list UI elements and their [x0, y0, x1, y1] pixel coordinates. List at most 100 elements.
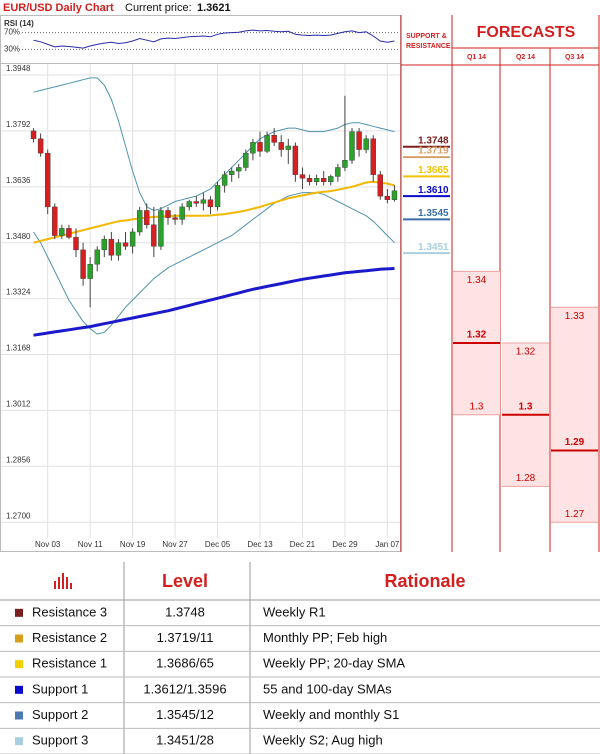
overlay-line [33, 192, 395, 335]
level-label: 1.3665 [418, 165, 449, 176]
chart-title: EUR/USD Daily Chart [3, 2, 114, 14]
x-tick-label: Nov 27 [162, 540, 188, 549]
y-tick-label: 1.3324 [6, 288, 31, 297]
row-label: Support 3 [32, 733, 88, 748]
candle-body [186, 201, 192, 208]
candle-body [292, 145, 299, 175]
forecast-label: 1.32 [467, 330, 487, 341]
candle-body [80, 249, 86, 279]
candle-body [59, 228, 65, 236]
row-rationale: 55 and 100-day SMAs [263, 681, 392, 696]
level-label: 1.3545 [418, 208, 449, 219]
quarter-label: Q1 14 [467, 54, 486, 61]
candle-body [129, 231, 136, 247]
candle-body [30, 130, 37, 140]
y-tick-label: 70% [4, 28, 20, 37]
candle-body [391, 190, 398, 200]
candle-body [214, 185, 221, 208]
table-header: Rationale [384, 571, 465, 591]
candle-body [306, 178, 313, 183]
overlay-line [33, 267, 395, 337]
candle-body [370, 138, 376, 175]
row-rationale: Weekly and monthly S1 [263, 707, 399, 722]
candle-body [228, 170, 235, 175]
rsi-title: RSI (14) [4, 19, 34, 28]
row-label: Support 2 [32, 707, 88, 722]
level-label: 1.3451 [418, 242, 449, 253]
levels-title: SUPPORT & RESISTANCE [406, 33, 451, 50]
price-value: 1.3621 [197, 2, 231, 14]
row-level: 1.3719/11 [157, 630, 214, 645]
y-tick-label: 1.3168 [6, 344, 31, 353]
forecast-label: 1.33 [565, 311, 585, 322]
candle-body [356, 131, 362, 150]
candle-body [328, 176, 334, 183]
level-label: 1.3610 [418, 185, 449, 196]
overlay-line [33, 180, 395, 244]
forecast-label: 1.29 [565, 437, 585, 448]
row-label: Support 1 [32, 681, 88, 696]
price-label: Current price: [125, 2, 192, 14]
candle-body [151, 224, 157, 247]
row-swatch [15, 608, 23, 617]
y-tick-label: 1.3792 [6, 120, 31, 129]
quarter-label: Q3 14 [565, 54, 584, 61]
y-tick-label: 1.3636 [6, 176, 31, 185]
candle-body [87, 264, 93, 279]
forecast-label: 1.34 [467, 275, 487, 286]
candle-body [136, 210, 143, 233]
row-label: Resistance 3 [32, 604, 107, 619]
x-tick-label: Dec 21 [290, 540, 316, 549]
candle-body [115, 242, 122, 256]
row-swatch [15, 685, 23, 694]
quarter-label: Q2 14 [516, 54, 535, 61]
candle-body [313, 178, 320, 183]
forecast-title: FORECASTS [477, 24, 576, 41]
candle-body [342, 160, 348, 168]
candle-body [158, 210, 164, 247]
row-rationale: Weekly PP; 20-day SMA [263, 656, 405, 671]
y-tick-label: 1.3012 [6, 400, 31, 409]
row-rationale: Weekly R1 [263, 604, 326, 619]
candle-body [66, 228, 72, 238]
y-tick-label: 1.3948 [6, 64, 31, 73]
forecast-label: 1.27 [565, 509, 585, 520]
candle-body [264, 135, 270, 152]
x-tick-label: Dec 29 [332, 540, 358, 549]
x-tick-label: Nov 19 [120, 540, 146, 549]
candle-body [52, 206, 58, 236]
x-tick-label: Nov 03 [35, 540, 61, 549]
price-panel [0, 63, 401, 552]
level-label: 1.3748 [418, 135, 449, 146]
forecast-label: 1.28 [516, 473, 536, 484]
y-tick-label: 1.2700 [6, 511, 31, 520]
candle-body [320, 178, 327, 183]
candle-body [335, 167, 341, 177]
candle-body [250, 142, 256, 154]
candle-body [271, 135, 277, 143]
row-label: Resistance 1 [32, 656, 107, 671]
row-level: 1.3545/12 [156, 707, 214, 722]
candle-body [384, 195, 391, 200]
row-rationale: Weekly S2; Aug high [263, 733, 383, 748]
candle-body [101, 238, 108, 251]
candle-body [349, 131, 355, 161]
candle-body [278, 142, 284, 150]
candle-body [363, 138, 369, 150]
forecast-label: 1.3 [519, 401, 533, 412]
candle-body [236, 167, 242, 172]
candle-body [179, 206, 185, 220]
row-swatch [15, 660, 23, 669]
candle-body [200, 199, 207, 204]
row-rationale: Monthly PP; Feb high [263, 630, 387, 645]
forecast-label: 1.3 [470, 401, 484, 412]
row-swatch [15, 634, 23, 643]
y-tick-label: 30% [4, 45, 20, 54]
candle-body [207, 199, 214, 208]
row-level: 1.3686/65 [156, 656, 214, 671]
row-label: Resistance 2 [32, 630, 107, 645]
table-header: Level [162, 571, 208, 591]
level-label: 1.3719 [418, 146, 449, 157]
row-level: 1.3451/28 [156, 733, 214, 748]
